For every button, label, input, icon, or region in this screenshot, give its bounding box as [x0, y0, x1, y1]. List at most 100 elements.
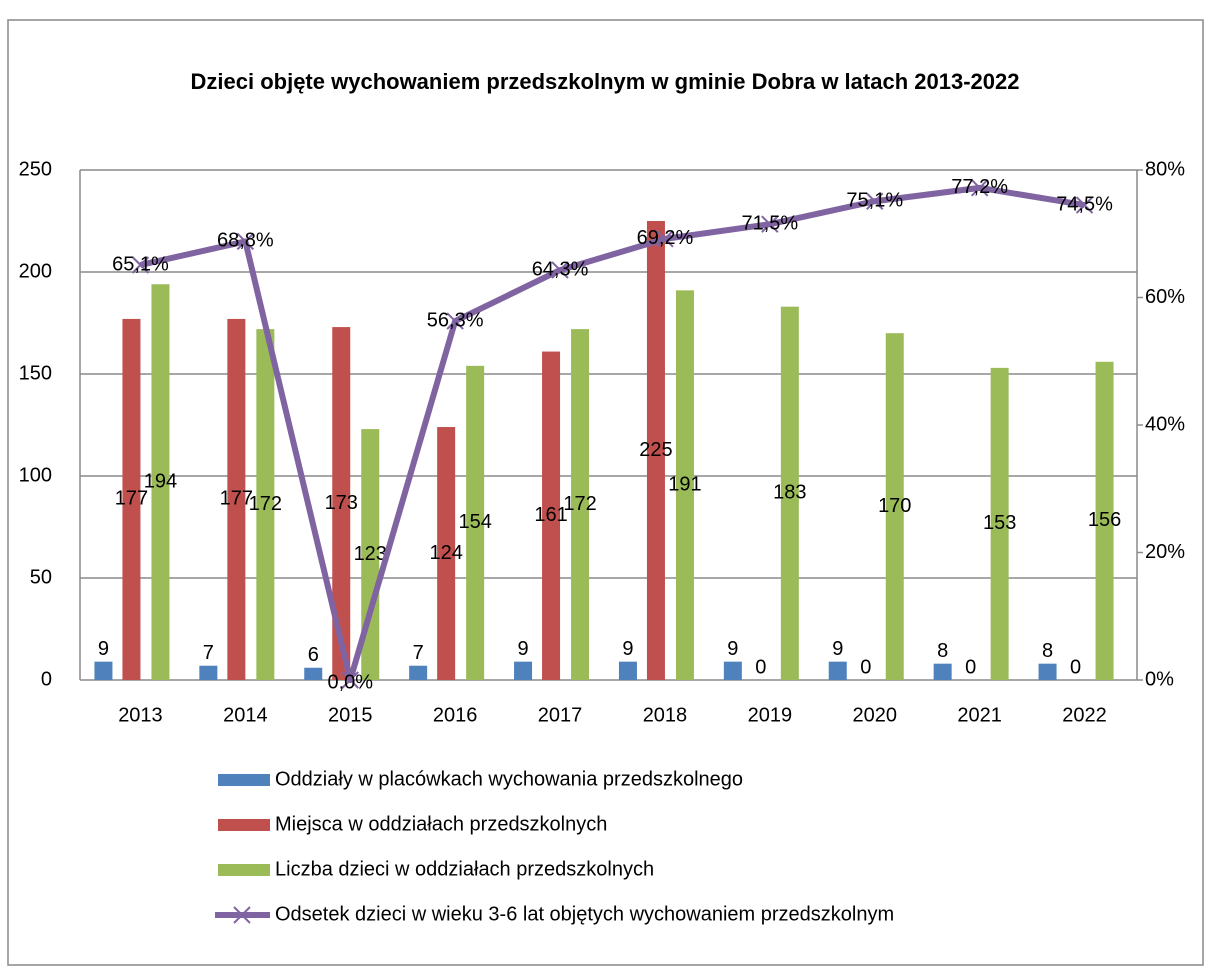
legend-swatch — [218, 774, 270, 786]
marker — [131, 256, 150, 274]
marker — [236, 232, 255, 251]
data-label: 75,1% — [846, 190, 903, 212]
data-label: 172 — [563, 493, 596, 515]
data-label: 64,3% — [532, 258, 589, 280]
data-label: 0 — [1070, 656, 1081, 678]
legend-label: Miejsca w oddziałach przedszkolnych — [275, 813, 607, 835]
x-tick-label: 2015 — [328, 704, 373, 726]
data-label: 9 — [727, 638, 738, 660]
y-tick-label: 50 — [30, 566, 52, 588]
data-label: 0 — [965, 656, 976, 678]
bar — [723, 661, 742, 680]
data-label: 8 — [1042, 640, 1053, 662]
data-label: 7 — [203, 642, 214, 664]
bar — [1038, 663, 1057, 680]
legend-label: Liczba dzieci w oddziałach przedszkolnyc… — [275, 858, 654, 880]
data-label: 77,2% — [951, 176, 1008, 198]
data-label: 69,2% — [637, 227, 694, 249]
y-tick-label: 250 — [19, 158, 52, 180]
bar — [990, 367, 1009, 680]
data-label: 71,5% — [741, 212, 798, 234]
legend-swatch — [218, 864, 270, 876]
bar — [828, 661, 847, 680]
chart-title: Dzieci objęte wychowaniem przedszkolnym … — [190, 69, 1020, 94]
data-label: 173 — [325, 492, 358, 514]
x-tick-label: 2021 — [957, 704, 1002, 726]
data-label: 154 — [458, 511, 491, 533]
marker — [551, 261, 569, 279]
bar — [122, 318, 141, 680]
y-tick-label: 200 — [19, 260, 52, 282]
y2-tick-label: 60% — [1145, 286, 1185, 308]
data-label: 9 — [517, 638, 528, 660]
data-label: 124 — [429, 542, 462, 564]
marker — [656, 230, 674, 248]
bar — [304, 667, 323, 680]
bar — [1095, 361, 1114, 680]
bar — [151, 284, 170, 680]
data-label: 9 — [832, 638, 843, 660]
bar — [466, 365, 485, 680]
y2-tick-label: 20% — [1145, 541, 1185, 563]
data-label: 56,3% — [427, 309, 484, 331]
bar — [646, 221, 665, 680]
bar — [933, 663, 952, 680]
data-label: 170 — [878, 495, 911, 517]
data-label: 7 — [413, 642, 424, 664]
bar — [618, 661, 637, 680]
x-tick-label: 2016 — [433, 704, 478, 726]
bar — [542, 351, 561, 680]
bar — [885, 333, 904, 680]
bar — [437, 427, 456, 680]
data-label: 177 — [220, 488, 253, 510]
y-tick-label: 100 — [19, 464, 52, 486]
data-label: 8 — [937, 640, 948, 662]
x-tick-label: 2013 — [118, 704, 163, 726]
data-label: 191 — [668, 473, 701, 495]
marker — [446, 312, 464, 330]
data-label: 156 — [1088, 509, 1121, 531]
y2-tick-label: 40% — [1145, 413, 1185, 435]
legend-marker — [233, 906, 251, 924]
bar — [571, 329, 590, 680]
y-tick-label: 0 — [41, 668, 52, 690]
data-label: 9 — [98, 638, 109, 660]
marker — [1075, 196, 1094, 214]
x-tick-label: 2018 — [643, 704, 688, 726]
data-label: 68,8% — [217, 230, 274, 252]
bar — [675, 290, 694, 680]
data-label: 0 — [755, 656, 766, 678]
data-label: 183 — [773, 482, 806, 504]
bar — [227, 318, 246, 680]
x-tick-label: 2019 — [748, 704, 793, 726]
y-tick-label: 150 — [19, 362, 52, 384]
data-label: 161 — [534, 504, 567, 526]
legend-label: Odsetek dzieci w wieku 3-6 lat objętych … — [275, 903, 894, 925]
data-label: 9 — [622, 638, 633, 660]
marker — [970, 179, 989, 197]
y2-tick-label: 80% — [1145, 158, 1185, 180]
bar — [94, 661, 113, 680]
data-label: 74,5% — [1056, 193, 1113, 215]
data-label: 65,1% — [112, 253, 169, 275]
bar — [409, 665, 428, 680]
marker — [341, 671, 359, 689]
marker — [866, 192, 884, 210]
data-label: 153 — [983, 512, 1016, 534]
data-label: 225 — [639, 439, 672, 461]
bar — [199, 665, 218, 680]
line — [139, 184, 1086, 683]
data-label: 123 — [354, 543, 387, 565]
data-label: 0,0% — [327, 671, 373, 693]
bar — [332, 327, 351, 680]
marker — [761, 215, 779, 233]
data-label: 0 — [860, 656, 871, 678]
legend-swatch — [218, 819, 270, 831]
x-tick-label: 2017 — [538, 704, 583, 726]
data-label: 177 — [115, 488, 148, 510]
data-label: 6 — [308, 644, 319, 666]
bar — [514, 661, 533, 680]
frame — [7, 19, 1204, 966]
